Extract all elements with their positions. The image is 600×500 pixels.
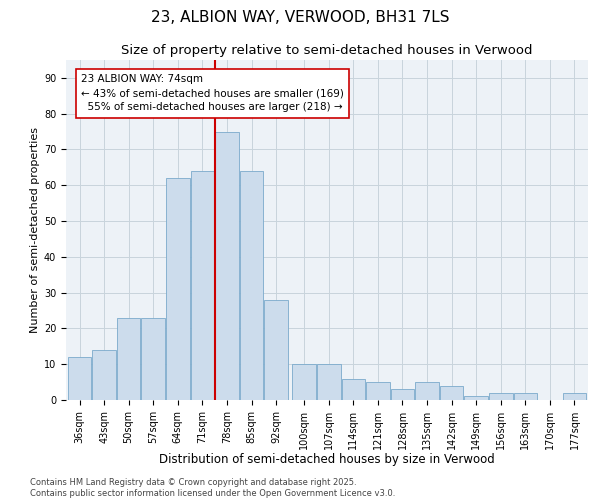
Text: 23 ALBION WAY: 74sqm
← 43% of semi-detached houses are smaller (169)
  55% of se: 23 ALBION WAY: 74sqm ← 43% of semi-detac…	[81, 74, 344, 112]
Text: Contains HM Land Registry data © Crown copyright and database right 2025.
Contai: Contains HM Land Registry data © Crown c…	[30, 478, 395, 498]
Bar	[215, 132, 239, 400]
Bar	[489, 393, 512, 400]
Bar	[68, 357, 91, 400]
Text: 23, ALBION WAY, VERWOOD, BH31 7LS: 23, ALBION WAY, VERWOOD, BH31 7LS	[151, 10, 449, 25]
Bar	[191, 171, 214, 400]
Bar	[415, 382, 439, 400]
Bar	[317, 364, 341, 400]
Bar	[292, 364, 316, 400]
Bar	[166, 178, 190, 400]
Bar	[117, 318, 140, 400]
Bar	[92, 350, 116, 400]
Title: Size of property relative to semi-detached houses in Verwood: Size of property relative to semi-detach…	[121, 44, 533, 58]
Bar	[142, 318, 165, 400]
Bar	[240, 171, 263, 400]
Bar	[391, 390, 414, 400]
Bar	[440, 386, 463, 400]
Bar	[563, 393, 586, 400]
Bar	[464, 396, 488, 400]
Y-axis label: Number of semi-detached properties: Number of semi-detached properties	[30, 127, 40, 333]
Bar	[366, 382, 389, 400]
Bar	[341, 378, 365, 400]
Bar	[265, 300, 288, 400]
X-axis label: Distribution of semi-detached houses by size in Verwood: Distribution of semi-detached houses by …	[159, 454, 495, 466]
Bar	[514, 393, 537, 400]
